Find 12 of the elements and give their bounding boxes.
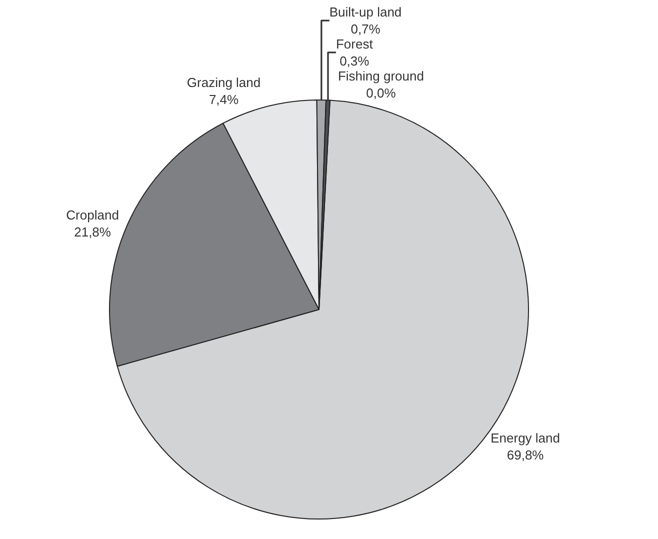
data-label: 21,8% <box>74 224 112 240</box>
slice-label: Grazing land <box>186 75 261 90</box>
category-label: Fishing ground <box>338 68 424 84</box>
slice-label: Built-up land <box>329 4 402 20</box>
slice-label: Forest <box>336 36 374 52</box>
data-label: 69,8% <box>506 447 544 462</box>
text: 0,0% <box>366 85 396 100</box>
slice-label: Energy land <box>490 430 560 446</box>
data-label: 7,4% <box>208 92 240 108</box>
slice-label: Cropland <box>66 207 119 222</box>
data-label: 0,3% <box>340 53 370 68</box>
data-label: 0,7% <box>350 22 381 37</box>
